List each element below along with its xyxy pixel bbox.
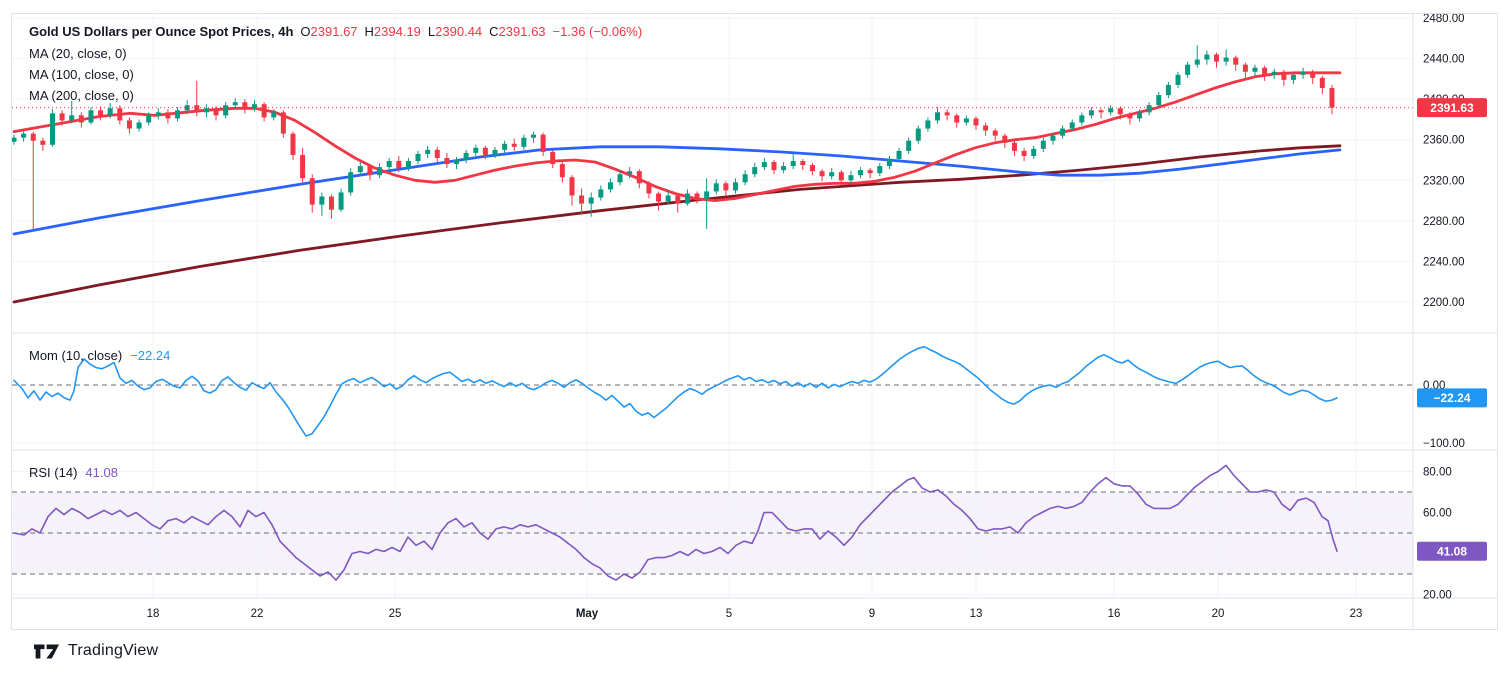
tradingview-brand-text: TradingView: [68, 642, 159, 659]
svg-text:2480.00: 2480.00: [1423, 14, 1465, 25]
svg-text:2240.00: 2240.00: [1423, 256, 1465, 268]
time-axis[interactable]: [12, 598, 1413, 629]
svg-text:80.00: 80.00: [1423, 467, 1452, 479]
chart-widget: 2480.002440.002400.002360.002320.002280.…: [11, 13, 1498, 630]
svg-text:2200.00: 2200.00: [1423, 297, 1465, 309]
svg-text:2360.00: 2360.00: [1423, 135, 1465, 147]
svg-text:25: 25: [389, 608, 402, 620]
svg-text:41.08: 41.08: [1437, 544, 1467, 558]
svg-text:13: 13: [970, 608, 983, 620]
svg-text:60.00: 60.00: [1423, 508, 1452, 520]
svg-text:2320.00: 2320.00: [1423, 175, 1465, 187]
price-axis[interactable]: [1413, 14, 1497, 598]
tradingview-logo-icon: [34, 644, 59, 658]
svg-text:5: 5: [726, 608, 732, 620]
svg-text:20: 20: [1212, 608, 1225, 620]
svg-text:18: 18: [147, 608, 160, 620]
svg-text:2391.63: 2391.63: [1430, 101, 1474, 115]
tradingview-attribution[interactable]: TradingView: [34, 642, 158, 660]
svg-text:22: 22: [251, 608, 264, 620]
svg-text:May: May: [576, 608, 599, 620]
svg-text:9: 9: [869, 608, 875, 620]
plot-area[interactable]: [12, 14, 1413, 598]
svg-text:−22.24: −22.24: [1433, 391, 1470, 405]
chart-canvas[interactable]: 2480.002440.002400.002360.002320.002280.…: [12, 14, 1497, 629]
svg-text:20.00: 20.00: [1423, 590, 1452, 602]
svg-text:2280.00: 2280.00: [1423, 216, 1465, 228]
svg-text:16: 16: [1108, 608, 1121, 620]
svg-text:−100.00: −100.00: [1423, 438, 1465, 450]
svg-text:2440.00: 2440.00: [1423, 54, 1465, 66]
svg-text:23: 23: [1350, 608, 1363, 620]
